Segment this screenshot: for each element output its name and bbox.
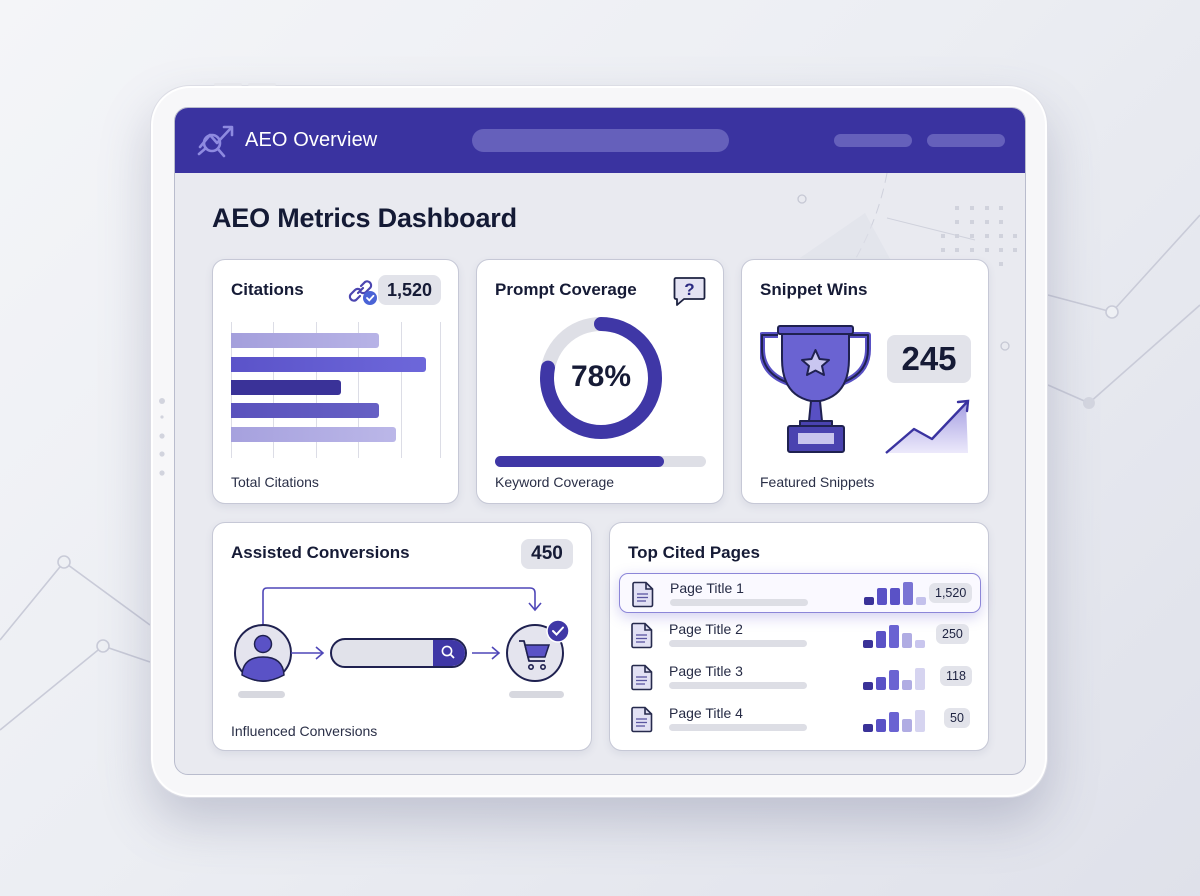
page-title: AEO Metrics Dashboard xyxy=(212,203,517,233)
document-icon xyxy=(631,706,653,733)
question-bubble-icon[interactable]: ? xyxy=(673,274,707,308)
user-icon xyxy=(234,624,292,682)
cart-check-icon xyxy=(506,619,570,682)
document-icon xyxy=(631,664,653,691)
card-title: Citations xyxy=(231,280,304,299)
trend-up-icon xyxy=(885,399,970,454)
page-mini-chart xyxy=(863,624,925,648)
page-count-badge: 118 xyxy=(940,666,972,686)
page-row[interactable]: Page Title 2 250 xyxy=(619,615,981,655)
prompt-coverage-card[interactable]: Prompt Coverage ? 78% Keyword Coverage xyxy=(476,259,724,504)
app-window: AEO Overview AEO Metrics Dashboard Citat… xyxy=(174,107,1026,775)
page-title-label: Page Title 2 xyxy=(669,621,743,637)
page-title-label: Page Title 4 xyxy=(669,705,743,721)
card-footer: Influenced Conversions xyxy=(231,723,378,739)
screen-decoration xyxy=(797,172,1017,351)
page-progress-placeholder xyxy=(669,640,807,647)
coverage-donut-chart xyxy=(540,317,662,439)
top-bar: AEO Overview xyxy=(175,108,1025,173)
document-icon xyxy=(632,581,654,608)
page-count-badge: 1,520 xyxy=(929,583,973,603)
card-footer: Total Citations xyxy=(231,474,319,490)
page-count-badge: 50 xyxy=(944,708,970,728)
page-mini-chart xyxy=(864,581,926,605)
card-title: Assisted Conversions xyxy=(231,543,410,562)
citation-bar xyxy=(231,333,379,348)
search-bar-illustration xyxy=(330,638,467,668)
card-footer: Keyword Coverage xyxy=(495,474,615,490)
page-progress-placeholder xyxy=(669,724,807,731)
page-mini-chart xyxy=(863,666,925,690)
card-footer: Featured Snippets xyxy=(760,474,875,490)
page-title-label: Page Title 1 xyxy=(670,580,744,596)
page-row[interactable]: Page Title 1 1,520 xyxy=(619,573,981,613)
page-title-label: Page Title 3 xyxy=(669,663,743,679)
citation-bar xyxy=(231,403,379,418)
device-button xyxy=(214,83,242,86)
conversion-flow-diagram xyxy=(234,587,570,698)
bezel-dots xyxy=(159,398,165,476)
page-mini-chart xyxy=(863,708,925,732)
top-cited-pages-card[interactable]: Top Cited Pages Page Title 1 1,520 Page … xyxy=(609,522,989,751)
coverage-percent: 78% xyxy=(570,360,632,393)
card-title: Prompt Coverage xyxy=(495,280,637,299)
card-title: Top Cited Pages xyxy=(628,543,760,562)
svg-text:?: ? xyxy=(684,280,694,299)
page-progress-placeholder xyxy=(669,682,807,689)
app-title: AEO Overview xyxy=(245,129,378,151)
page-count-badge: 250 xyxy=(936,624,969,644)
citations-card[interactable]: Citations 1,520 Total Citations xyxy=(212,259,459,504)
nav-item-2[interactable] xyxy=(927,134,1005,147)
analytics-search-icon xyxy=(197,125,234,158)
citation-bar xyxy=(231,357,426,372)
assisted-conversions-card[interactable]: Assisted Conversions 450 xyxy=(212,522,592,751)
page-progress-placeholder xyxy=(670,599,808,606)
citations-count-badge: 1,520 xyxy=(378,275,441,305)
nav-item-1[interactable] xyxy=(834,134,912,147)
trophy-icon xyxy=(760,325,871,453)
keyword-coverage-progress xyxy=(495,456,706,467)
link-check-icon xyxy=(348,280,377,305)
snippet-wins-card[interactable]: Snippet Wins 245 Featured Snipp xyxy=(741,259,989,504)
document-icon xyxy=(631,622,653,649)
search-bar[interactable] xyxy=(472,129,729,152)
page-row[interactable]: Page Title 3 118 xyxy=(619,657,981,697)
citations-bar-chart xyxy=(231,322,442,458)
card-title: Snippet Wins xyxy=(760,280,868,299)
device-button xyxy=(248,83,276,86)
page-row[interactable]: Page Title 4 50 xyxy=(619,699,981,739)
snippet-wins-count: 245 xyxy=(887,335,971,383)
citation-bar xyxy=(231,380,341,395)
citation-bar xyxy=(231,427,396,442)
conversions-count-badge: 450 xyxy=(521,539,573,569)
